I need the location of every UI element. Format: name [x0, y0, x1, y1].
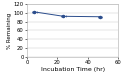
X-axis label: Incubation Time (hr): Incubation Time (hr) — [41, 67, 105, 72]
Y-axis label: % Remaining: % Remaining — [7, 12, 12, 49]
